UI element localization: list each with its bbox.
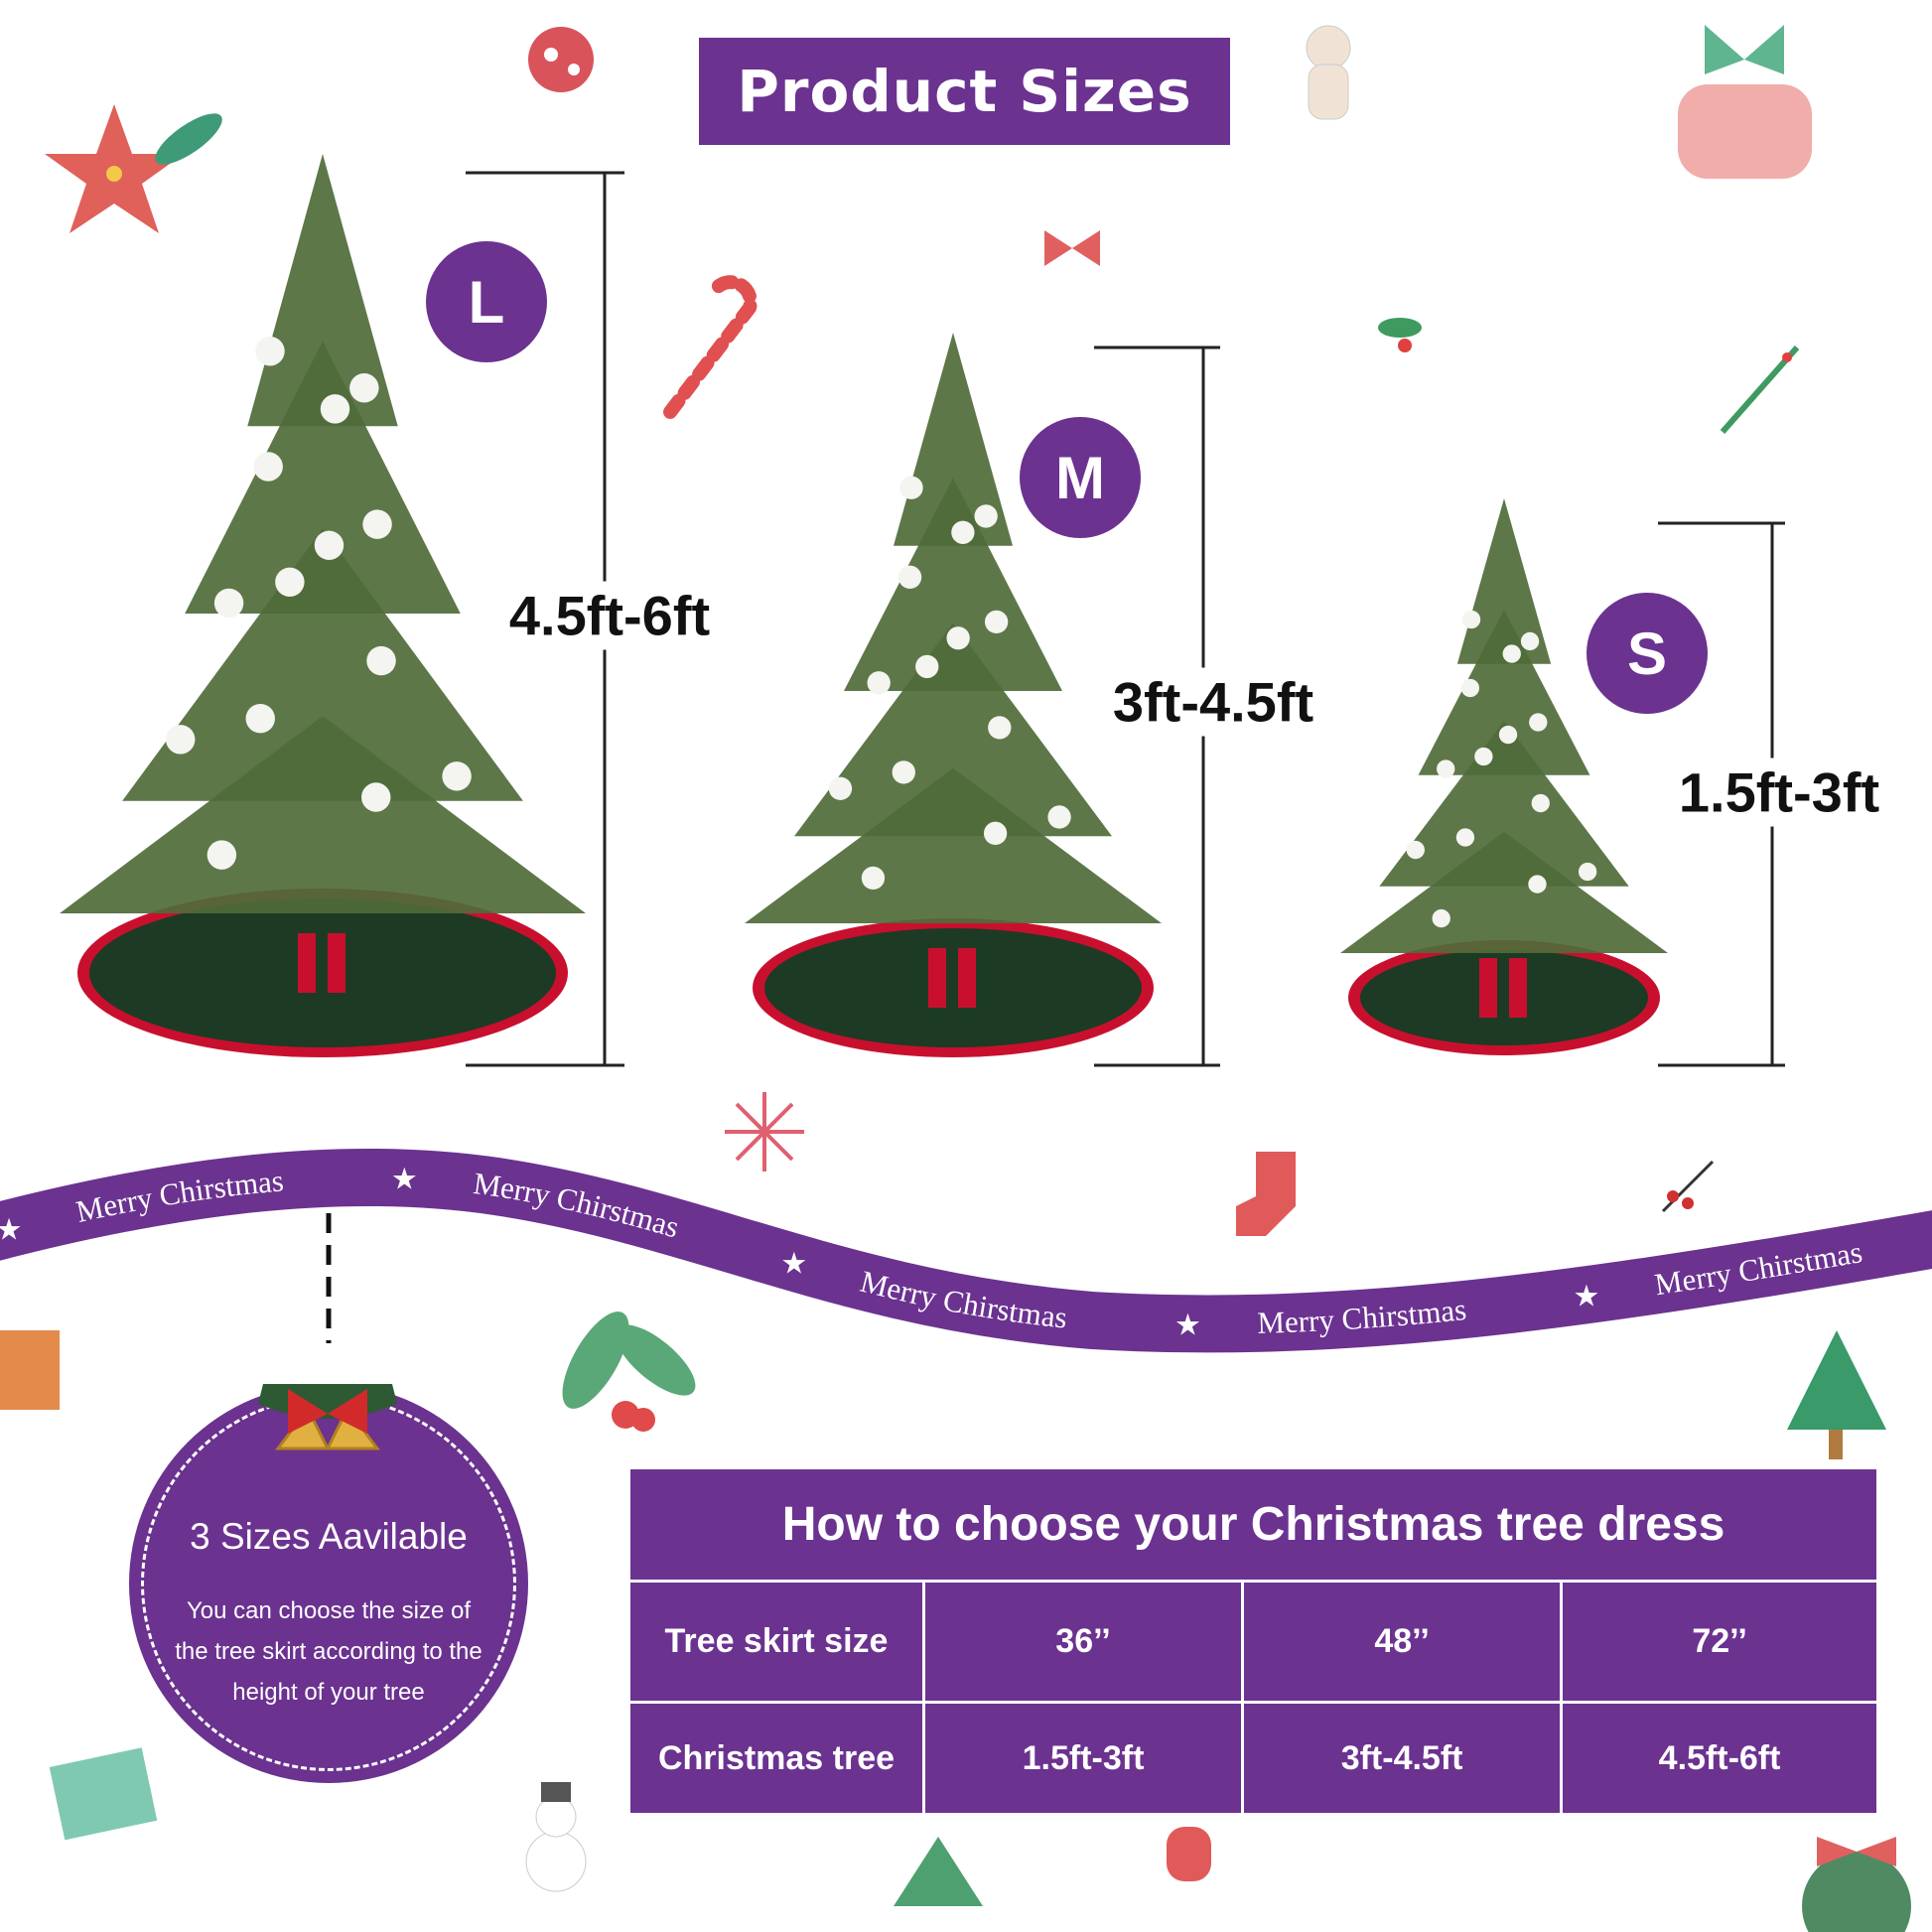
mitten-icon [1167, 1827, 1211, 1881]
gingerbread-icon [1306, 25, 1351, 120]
star-icon: ★ [1174, 1309, 1201, 1341]
bow-icon [1044, 230, 1100, 266]
tree-medium [745, 333, 1162, 1057]
table-cell: 4.5ft-6ft [1658, 1738, 1781, 1777]
holly-icon [1378, 318, 1422, 352]
berry-branch-icon [1661, 1160, 1715, 1213]
height-label-l: 4.5ft-6ft [504, 581, 715, 650]
size-badge-m: M [1020, 417, 1141, 538]
ornament-icon [528, 27, 594, 92]
size-table: How to choose your Christmas tree dress … [630, 1469, 1876, 1813]
star-icon: ★ [391, 1164, 418, 1196]
stocking-icon [1236, 1152, 1296, 1236]
info-circle-text: You can choose the size of the tree skir… [175, 1597, 483, 1706]
star-icon: ★ [780, 1248, 807, 1281]
poinsettia-icon [45, 104, 184, 233]
info-circle: 3 Sizes Aavilable You can choose the siz… [129, 1384, 528, 1783]
page-title: Product Sizes [699, 38, 1230, 145]
branch-icon [1720, 345, 1800, 434]
table-cell: 1.5ft-3ft [923, 1702, 1245, 1813]
gift-bow-icon [1678, 25, 1812, 179]
height-label-s: 1.5ft-3ft [1674, 758, 1884, 827]
table-row: Christmas tree 1.5ft-3ft 3ft-4.5ft 4.5ft… [630, 1702, 1876, 1813]
size-badge-s: S [1587, 593, 1708, 714]
star-icon: ★ [0, 1213, 22, 1246]
tree-small [1340, 498, 1668, 1055]
size-table-title: How to choose your Christmas tree dress [630, 1469, 1876, 1583]
snowflake-icon [725, 1092, 804, 1172]
gift-icon [0, 1330, 158, 1841]
ornament-icon-2 [1802, 1837, 1911, 1932]
table-row: Tree skirt size 36’’ 48’’ 72’’ [630, 1581, 1876, 1704]
table-cell: 72’’ [1561, 1581, 1876, 1704]
small-tree-icon [894, 1330, 1886, 1906]
table-cell: 36’’ [923, 1581, 1245, 1704]
table-cell: 3ft-4.5ft [1242, 1702, 1564, 1813]
ribbon-band [0, 1148, 1932, 1353]
row-label: Tree skirt size [630, 1581, 925, 1704]
candy-cane-icon [663, 275, 758, 419]
holly-leaves-icon [562, 1311, 696, 1432]
bells-bow-icon [258, 1384, 397, 1450]
holly-leaf-icon [155, 113, 222, 165]
row-label: Christmas tree [630, 1702, 925, 1813]
snowman-icon [525, 1782, 587, 1892]
star-icon: ★ [1573, 1280, 1599, 1312]
height-label-m: 3ft-4.5ft [1108, 667, 1318, 737]
tree-large [60, 154, 586, 1057]
table-cell: 48’’ [1242, 1581, 1564, 1704]
info-circle-title: 3 Sizes Aavilable [190, 1516, 468, 1557]
size-badge-l: L [426, 241, 547, 362]
